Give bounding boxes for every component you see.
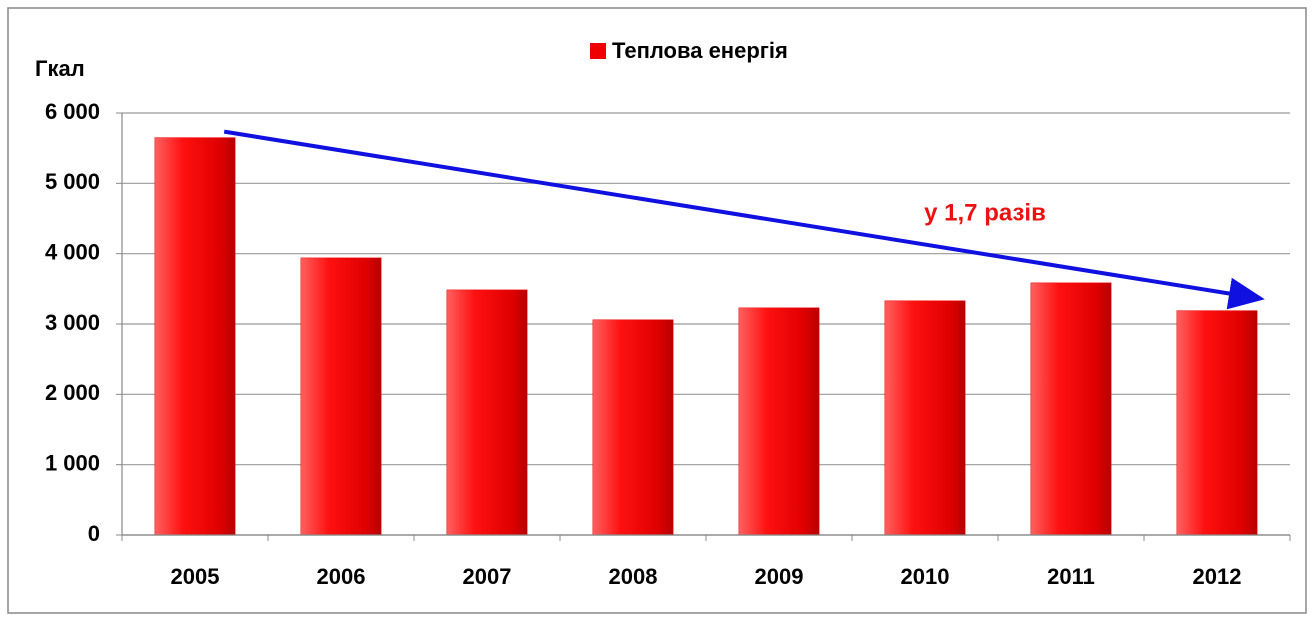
y-tick-label: 1 000: [45, 450, 100, 475]
x-tick-label: 2012: [1193, 564, 1242, 589]
bar: [154, 137, 236, 536]
y-tick-label: 0: [88, 521, 100, 546]
bar: [1030, 282, 1112, 536]
y-tick-label: 6 000: [45, 99, 100, 124]
y-tick-label: 2 000: [45, 380, 100, 405]
x-tick-label: 2008: [609, 564, 658, 589]
legend-swatch: [590, 43, 606, 59]
bar: [300, 257, 382, 536]
y-tick-label: 5 000: [45, 169, 100, 194]
bar: [446, 289, 528, 536]
x-tick-label: 2007: [463, 564, 512, 589]
legend-label: Теплова енергія: [612, 38, 788, 63]
x-tick-label: 2009: [755, 564, 804, 589]
y-tick-label: 3 000: [45, 310, 100, 335]
annotation: у 1,7 разів: [924, 199, 1046, 226]
bar: [884, 300, 966, 536]
y-axis-label: Гкал: [35, 56, 85, 81]
x-tick-label: 2010: [901, 564, 950, 589]
trend-arrow: [223, 129, 1265, 310]
bar: [738, 307, 820, 536]
x-tick-label: 2011: [1047, 564, 1095, 589]
y-tick-label: 4 000: [45, 239, 100, 264]
bar: [1176, 310, 1258, 536]
bar: [592, 319, 674, 536]
x-tick-label: 2005: [171, 564, 220, 589]
x-tick-label: 2006: [317, 564, 366, 589]
